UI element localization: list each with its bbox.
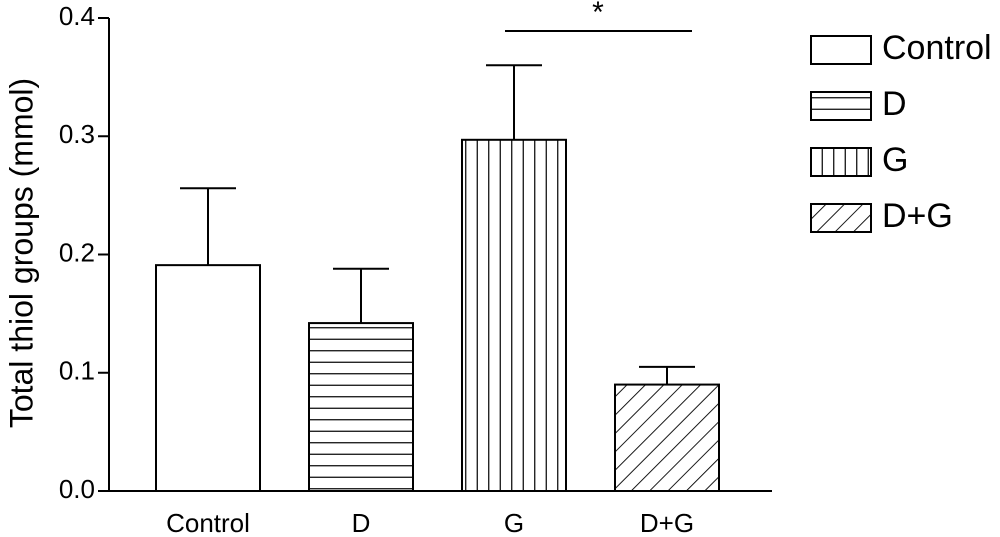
bar <box>461 138 567 493</box>
legend-swatch <box>810 91 872 121</box>
x-tick-label: D <box>352 508 371 537</box>
x-tick-label: Control <box>166 508 250 537</box>
legend-swatch <box>810 203 872 233</box>
bar <box>155 264 261 492</box>
bar <box>308 322 414 492</box>
y-tick-label: 0.0 <box>59 474 95 504</box>
legend-label: Control <box>882 29 992 67</box>
y-tick-label: 0.3 <box>59 119 95 149</box>
x-tick-label: D+G <box>640 508 694 537</box>
y-tick-label: 0.2 <box>59 237 95 267</box>
y-axis-title: Total thiol groups (mmol) <box>3 78 39 428</box>
significance-star: * <box>592 0 604 29</box>
y-ticks: 0.0 0.1 0.2 0.3 0.4 <box>59 1 109 504</box>
bar <box>614 383 720 493</box>
legend-swatch <box>810 35 872 65</box>
legend-swatch <box>810 147 872 177</box>
legend: Control DG D+G <box>810 29 992 235</box>
category-labels: Control D G D+G <box>166 508 694 537</box>
y-tick-label: 0.1 <box>59 356 95 386</box>
legend-label: G <box>882 141 908 179</box>
y-tick-label: 0.4 <box>59 1 95 31</box>
legend-label: D+G <box>882 197 953 235</box>
significance-annotation: * <box>505 0 692 32</box>
legend-label: D <box>882 85 907 123</box>
bars <box>155 64 720 493</box>
x-tick-label: G <box>504 508 524 537</box>
